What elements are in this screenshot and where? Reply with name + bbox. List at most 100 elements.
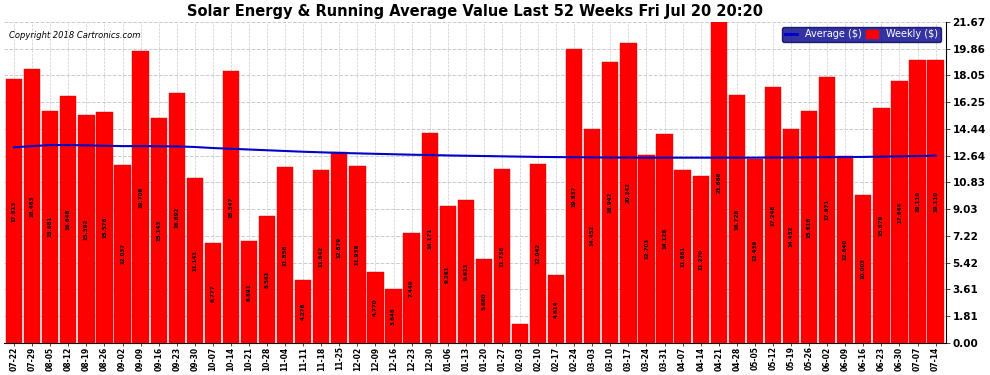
Text: 3.646: 3.646 [391, 307, 396, 325]
Bar [693, 176, 709, 343]
Text: 14.432: 14.432 [788, 225, 794, 247]
Bar [910, 60, 926, 343]
Bar [548, 274, 564, 343]
Legend: Average ($), Weekly ($): Average ($), Weekly ($) [782, 27, 940, 42]
Text: 14.452: 14.452 [590, 225, 595, 246]
Bar [60, 96, 76, 343]
Text: 16.728: 16.728 [735, 209, 740, 230]
Text: 15.879: 15.879 [879, 214, 884, 236]
Bar [187, 178, 203, 343]
Bar [801, 111, 817, 343]
Bar [367, 272, 383, 343]
Bar [96, 112, 113, 343]
Bar [385, 289, 402, 343]
Text: 14.128: 14.128 [662, 228, 667, 249]
Bar [476, 259, 492, 343]
Text: 12.439: 12.439 [752, 240, 757, 261]
Bar [295, 280, 311, 343]
Bar [746, 159, 763, 343]
Bar [241, 241, 257, 343]
Bar [313, 170, 330, 343]
Bar [602, 62, 619, 343]
Bar [566, 49, 582, 343]
Bar [205, 243, 221, 343]
Bar [457, 201, 474, 343]
Bar [729, 95, 744, 343]
Text: 11.270: 11.270 [698, 249, 703, 270]
Text: 15.576: 15.576 [102, 217, 107, 238]
Text: 17.248: 17.248 [770, 204, 775, 226]
Bar [43, 111, 58, 343]
Bar [150, 118, 166, 343]
Text: 9.261: 9.261 [446, 266, 450, 283]
Bar [332, 152, 347, 343]
Text: 15.392: 15.392 [84, 218, 89, 240]
Bar [440, 206, 455, 343]
Text: 11.642: 11.642 [319, 246, 324, 267]
Text: 16.648: 16.648 [65, 209, 71, 230]
Text: 19.708: 19.708 [138, 186, 144, 207]
Text: 19.110: 19.110 [934, 191, 939, 212]
Text: 7.449: 7.449 [409, 279, 414, 297]
Text: 6.777: 6.777 [210, 284, 216, 302]
Bar [530, 165, 546, 343]
Text: 6.891: 6.891 [247, 283, 251, 301]
Bar [819, 76, 836, 343]
Text: 15.616: 15.616 [807, 217, 812, 238]
Bar [928, 60, 943, 343]
Text: 20.242: 20.242 [626, 183, 631, 204]
Text: 10.003: 10.003 [860, 258, 866, 279]
Text: 11.938: 11.938 [354, 244, 360, 265]
Bar [855, 195, 871, 343]
Bar [277, 167, 293, 343]
Bar [621, 43, 637, 343]
Text: 16.892: 16.892 [174, 207, 179, 228]
Title: Solar Energy & Running Average Value Last 52 Weeks Fri Jul 20 20:20: Solar Energy & Running Average Value Las… [187, 4, 763, 19]
Text: Copyright 2018 Cartronics.com: Copyright 2018 Cartronics.com [9, 32, 141, 40]
Bar [259, 216, 275, 343]
Text: 17.644: 17.644 [897, 201, 902, 223]
Text: 19.110: 19.110 [915, 191, 920, 212]
Bar [584, 129, 600, 343]
Text: 12.037: 12.037 [120, 243, 125, 264]
Text: 19.837: 19.837 [571, 185, 577, 207]
Text: 11.141: 11.141 [192, 250, 197, 271]
Text: 12.703: 12.703 [644, 238, 649, 260]
Text: 18.347: 18.347 [229, 196, 234, 217]
Text: 8.561: 8.561 [264, 271, 269, 288]
Text: 21.666: 21.666 [716, 172, 722, 193]
Text: 12.042: 12.042 [536, 243, 541, 264]
Text: 15.681: 15.681 [48, 216, 52, 237]
Bar [873, 108, 889, 343]
Text: 9.613: 9.613 [463, 263, 468, 280]
Bar [349, 166, 365, 343]
Bar [494, 169, 510, 343]
Bar [891, 81, 908, 343]
Text: 12.640: 12.640 [842, 239, 847, 260]
Bar [78, 115, 94, 343]
Text: 17.813: 17.813 [12, 200, 17, 222]
Bar [711, 22, 727, 343]
Text: 11.681: 11.681 [680, 246, 685, 267]
Text: 11.856: 11.856 [282, 244, 288, 266]
Bar [512, 324, 528, 343]
Bar [223, 71, 239, 343]
Text: 17.971: 17.971 [825, 199, 830, 220]
Bar [838, 156, 853, 343]
Bar [115, 165, 131, 343]
Bar [783, 129, 799, 343]
Text: 18.942: 18.942 [608, 192, 613, 213]
Bar [674, 170, 691, 343]
Bar [656, 134, 672, 343]
Text: 11.736: 11.736 [499, 245, 505, 267]
Text: 14.171: 14.171 [427, 227, 433, 249]
Bar [168, 93, 185, 343]
Bar [6, 79, 22, 343]
Text: 5.660: 5.660 [481, 292, 486, 310]
Text: 4.614: 4.614 [553, 300, 558, 318]
Bar [24, 69, 41, 343]
Text: 4.770: 4.770 [373, 299, 378, 316]
Bar [404, 232, 420, 343]
Bar [133, 51, 148, 343]
Text: 15.143: 15.143 [156, 220, 161, 242]
